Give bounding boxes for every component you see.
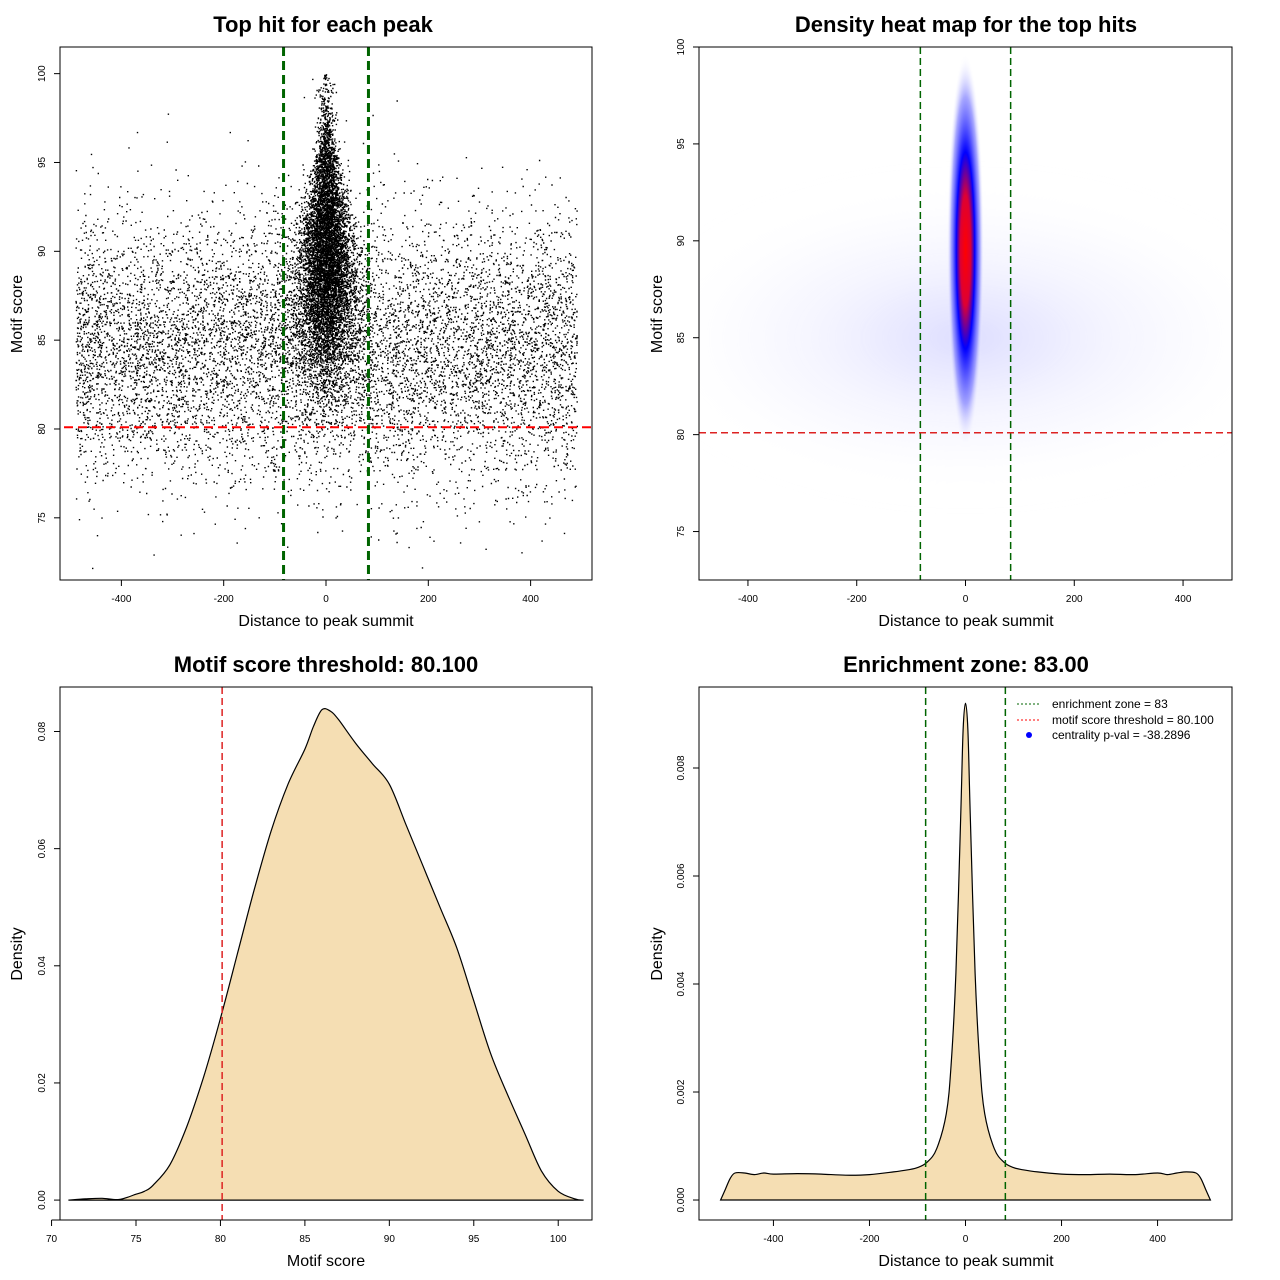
x-tick-label: 400 [522, 594, 539, 605]
y-tick-label: 100 [37, 65, 48, 82]
x-axis-ticks: -400 -200 0 200 400 [763, 1219, 1166, 1245]
x-tick-label: -400 [763, 1234, 783, 1245]
panel1-ylabel: Motif score [9, 275, 26, 353]
y-tick-label: 95 [676, 138, 687, 150]
panel4-ylabel: Density [649, 927, 666, 980]
heatmap-density [699, 53, 1232, 503]
x-tick-label: 70 [46, 1234, 58, 1245]
y-tick-label: 0.000 [676, 1187, 687, 1212]
x-tick-label: 200 [420, 594, 437, 605]
x-tick-label: -200 [859, 1234, 879, 1245]
scatter-point-cloud [75, 74, 579, 570]
panel4-title: Enrichment zone: 83.00 [843, 652, 1089, 677]
y-tick-label: 0.006 [676, 863, 687, 888]
x-tick-label: -200 [847, 594, 867, 605]
density-hotspot [947, 53, 984, 448]
reference-lines [924, 687, 1007, 1220]
reference-lines [60, 47, 592, 580]
scatter-points [75, 74, 579, 570]
x-tick-label: 0 [963, 594, 969, 605]
y-tick-label: 0.004 [676, 971, 687, 996]
panel3-title: Motif score threshold: 80.100 [174, 652, 478, 677]
y-tick-label: 0.00 [37, 1190, 48, 1210]
x-tick-label: 75 [130, 1234, 142, 1245]
y-tick-label: 90 [37, 245, 48, 257]
y-axis-ticks: 75 80 85 90 95 100 [676, 38, 700, 538]
legend-pval-marker [1026, 732, 1032, 738]
x-axis-ticks: 70 75 80 85 90 95 100 [46, 1219, 567, 1245]
y-tick-label: 80 [37, 423, 48, 435]
x-tick-label: 0 [323, 594, 329, 605]
y-axis-ticks: 0.00 0.02 0.04 0.06 0.08 [37, 721, 61, 1210]
y-tick-label: 0.002 [676, 1079, 687, 1104]
y-tick-label: 0.06 [37, 838, 48, 858]
panel4-xlabel: Distance to peak summit [878, 1253, 1054, 1270]
density-curve [719, 702, 1212, 1201]
y-tick-label: 100 [676, 38, 687, 55]
panel1-xlabel: Distance to peak summit [238, 613, 414, 630]
y-tick-label: 95 [37, 156, 48, 168]
panel-top-hit-scatter: Top hit for each peak -400 -200 0 200 400 75… [9, 12, 593, 630]
x-tick-label: 100 [550, 1234, 567, 1245]
y-tick-label: 75 [37, 512, 48, 524]
reference-lines [699, 47, 1232, 580]
panel-density-heatmap: Density heat map for the top hits -400 -2… [649, 12, 1233, 630]
y-tick-label: 0.02 [37, 1073, 48, 1093]
x-axis-ticks: -400 -200 0 200 400 [111, 579, 539, 605]
panel3-ylabel: Density [9, 927, 26, 980]
legend-pval-label: centrality p-val = -38.2896 [1052, 728, 1191, 742]
x-tick-label: 0 [963, 1234, 969, 1245]
x-tick-label: 200 [1053, 1234, 1070, 1245]
y-tick-label: 75 [676, 526, 687, 538]
panel3-xlabel: Motif score [287, 1253, 365, 1270]
y-tick-label: 0.08 [37, 721, 48, 741]
x-tick-label: 90 [384, 1234, 396, 1245]
panel-motif-score-density: Motif score threshold: 80.100 70 75 80 85 90… [9, 652, 593, 1270]
legend-threshold-label: motif score threshold = 80.100 [1052, 713, 1214, 727]
y-axis-ticks: 75 80 85 90 95 100 [37, 65, 61, 524]
y-tick-label: 80 [676, 429, 687, 441]
panel2-title: Density heat map for the top hits [795, 12, 1137, 37]
panel-enrichment-zone: Enrichment zone: 83.00 -400 -200 0 200 400 0… [649, 652, 1233, 1270]
density-curve [68, 708, 584, 1201]
x-tick-label: 95 [468, 1234, 480, 1245]
x-axis-ticks: -400 -200 0 200 400 [738, 579, 1192, 605]
x-tick-label: 85 [299, 1234, 311, 1245]
x-tick-label: 80 [215, 1234, 227, 1245]
x-tick-label: 200 [1066, 594, 1083, 605]
x-tick-label: -400 [111, 594, 131, 605]
y-tick-label: 0.008 [676, 755, 687, 780]
x-tick-label: 400 [1175, 594, 1192, 605]
x-tick-label: -200 [214, 594, 234, 605]
panel1-title: Top hit for each peak [213, 12, 433, 37]
x-tick-label: -400 [738, 594, 758, 605]
y-tick-label: 90 [676, 235, 687, 247]
y-axis-ticks: 0.000 0.002 0.004 0.006 0.008 [676, 755, 700, 1213]
panel2-ylabel: Motif score [649, 275, 666, 353]
panel2-xlabel: Distance to peak summit [878, 613, 1054, 630]
x-tick-label: 400 [1149, 1234, 1166, 1245]
y-tick-label: 0.04 [37, 956, 48, 976]
y-tick-label: 85 [37, 334, 48, 346]
y-tick-label: 85 [676, 332, 687, 344]
legend-enrichment-label: enrichment zone = 83 [1052, 697, 1168, 711]
legend: enrichment zone = 83 motif score thresho… [1017, 697, 1214, 742]
